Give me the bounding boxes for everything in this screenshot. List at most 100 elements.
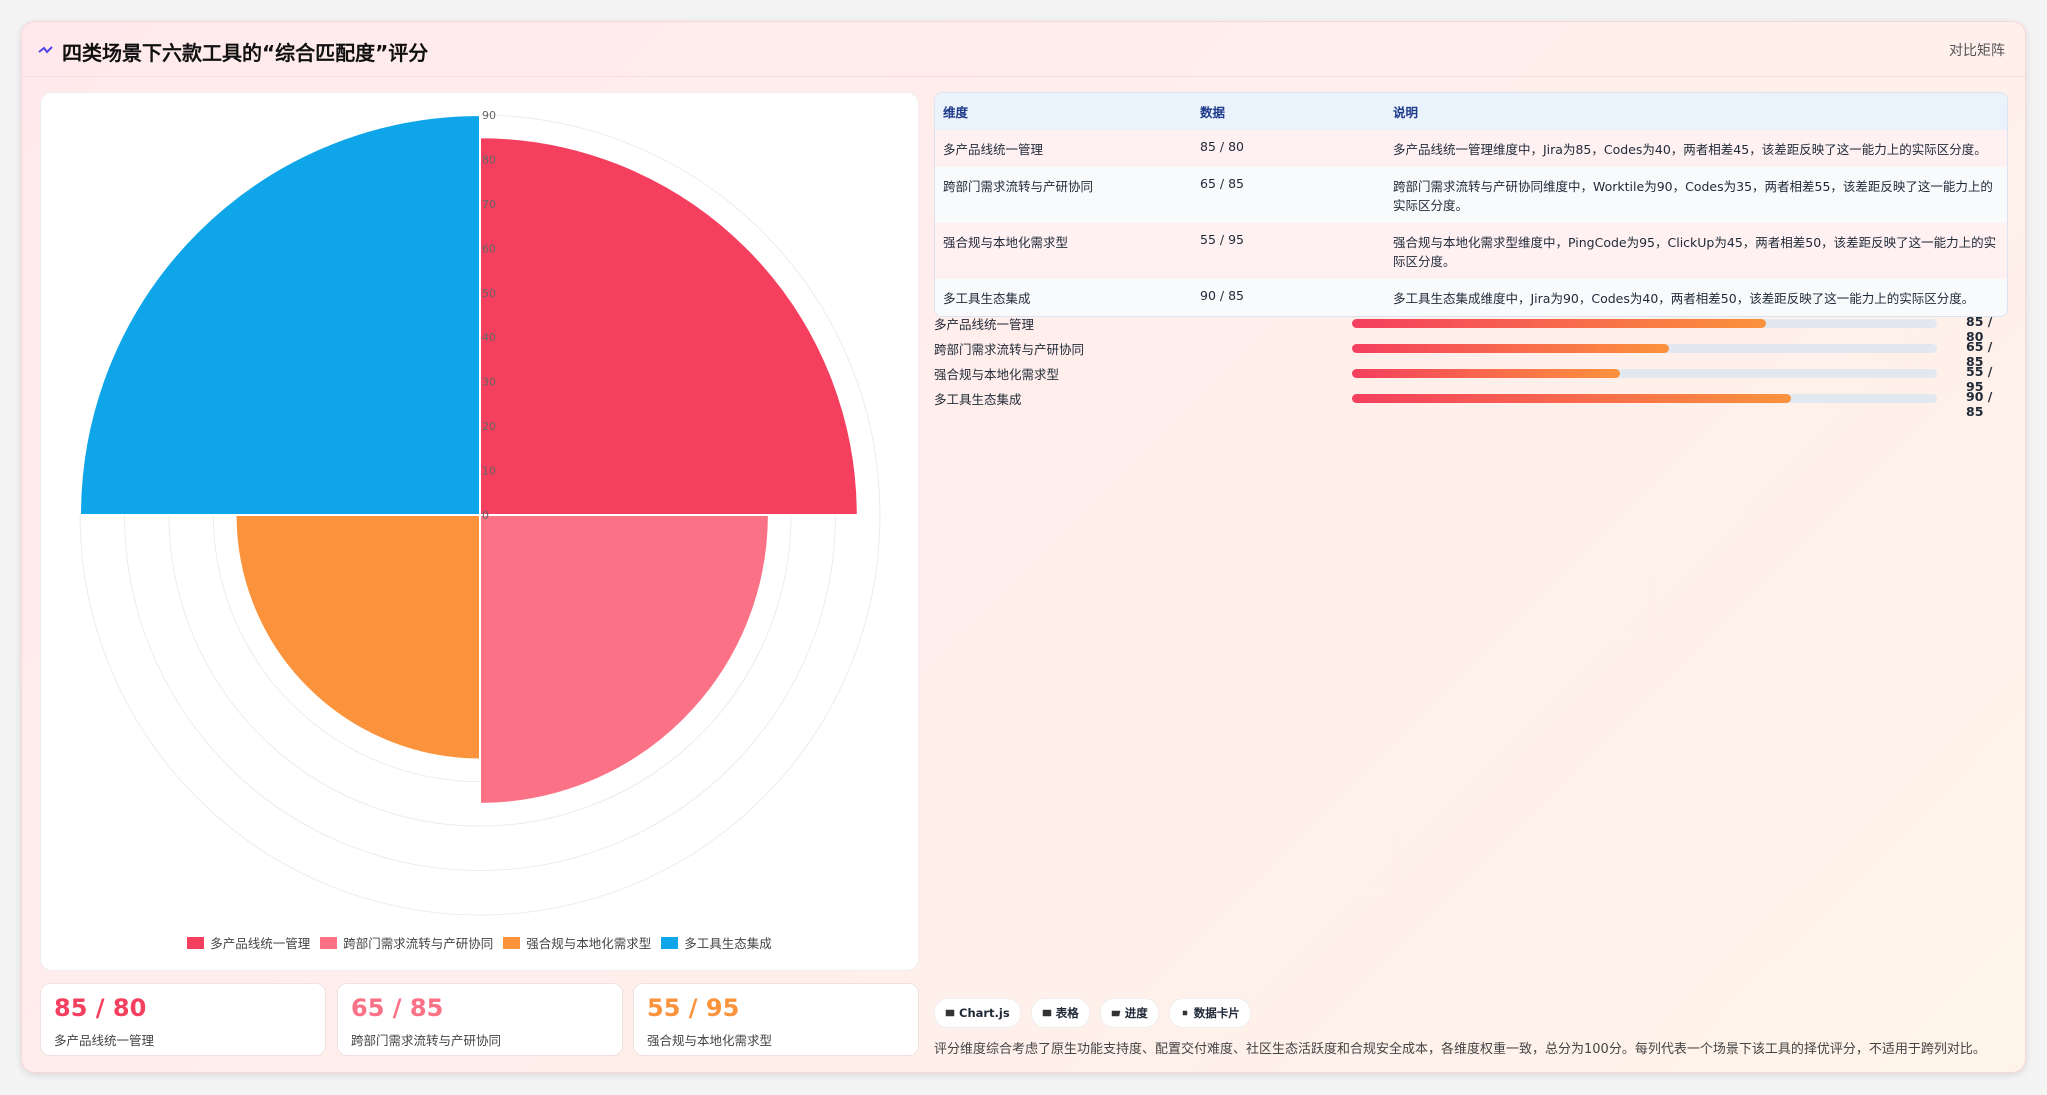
progress-track [1352,394,1937,403]
progress-text: 85 / 80 [1966,314,1993,344]
table-cell: 65 / 85 [1200,176,1244,191]
stat-value: 55 / 95 [647,994,740,1022]
r-tick-label: 0 [482,509,489,522]
stat-value: 85 / 80 [54,994,147,1022]
icon-shape [1042,1009,1051,1017]
table-cell: 强合规与本地化需求型 [943,235,1069,250]
legend-swatch [503,936,521,949]
chart: 0 10 20 30 40 50 60 70 80 90 [78,109,881,916]
legend-swatch [187,936,205,949]
polar-segment [234,514,481,761]
legend-item: 多产品线统一管理 [187,933,310,952]
r-tick-label: 10 [482,465,496,478]
progress-track [1352,344,1937,353]
stat-value: 65 / 85 [351,994,444,1022]
header: 四类场景下六款工具的“综合匹配度”评分 对比矩阵 [22,22,2025,77]
table-cell: 强合规与本地化需求型维度中，PingCode为95，ClickUp为45，两者相… [1393,235,1997,269]
legend: 多产品线统一管理 跨部门需求流转与产研协同 强合规与本地化需求型 多工具生态集成 [41,933,918,952]
legend-label: 跨部门需求流转与产研协同 [343,936,494,951]
chip-label: 表格 [1055,1006,1079,1020]
column-header: 说明 [1393,105,1419,120]
icon-shape [945,1009,955,1017]
progress-label: 多工具生态集成 [934,392,1022,407]
stat-card: 55 / 95 强合规与本地化需求型 [633,983,919,1056]
tag[interactable]: 对比矩阵 [1949,43,2005,59]
table-row: 多产品线统一管理 85 / 80 多产品线统一管理维度中，Jira为85，Codes… [935,130,2007,167]
chip-icon [1182,1010,1187,1016]
chart-panel: 0 10 20 30 40 50 60 70 80 90 多产品线统一管理 跨部门需求流转与产研协同… [40,92,919,971]
progress-text: 55 / 95 [1966,364,1993,394]
r-tick-label: 40 [482,331,496,344]
table-row: 跨部门需求流转与产研协同 65 / 85 跨部门需求流转与产研协同维度中，Workt… [935,167,2007,223]
table: 维度 数据 说明多产品线统一管理 85 / 80 多产品线统一管理维度中，Jira为85… [934,92,2008,317]
table-cell: 85 / 80 [1200,139,1244,154]
progress-fill [1352,344,1669,353]
progress-row: 强合规与本地化需求型 55 / 95 [934,362,2008,394]
stat-label: 跨部门需求流转与产研协同 [351,1033,502,1048]
table-row: 多工具生态集成 90 / 85 多工具生态集成维度中，Jira为90，Codes为4… [935,279,2007,316]
chip[interactable]: 进度 [1099,998,1159,1028]
card: 四类场景下六款工具的“综合匹配度”评分 对比矩阵 0 10 20 30 40 50 60 70… [21,21,2026,1073]
r-tick-label: 90 [482,109,496,122]
progress-row: 跨部门需求流转与产研协同 65 / 85 [934,337,2008,369]
chip-icon [1042,1009,1051,1017]
icon-shape [1111,1010,1121,1017]
progress-list: 多产品线统一管理 85 / 80 跨部门需求流转与产研协同 65 / 85 强合规与本地… [934,312,2008,419]
column-header: 维度 [943,105,969,120]
polar-segment [479,514,770,805]
progress-fill [1352,394,1791,403]
chip[interactable]: 表格 [1030,998,1090,1028]
table-cell: 多产品线统一管理 [943,142,1044,157]
chip-label: 进度 [1124,1006,1148,1020]
stat-label: 强合规与本地化需求型 [647,1033,773,1048]
legend-label: 多产品线统一管理 [210,936,311,951]
legend-item: 跨部门需求流转与产研协同 [320,933,493,952]
progress-track [1352,319,1937,328]
chip-label: 数据卡片 [1193,1006,1240,1020]
progress-label: 跨部门需求流转与产研协同 [934,342,1085,357]
chips: Chart.js 表格 进度 数据卡片 [934,998,1251,1028]
chip-label: Chart.js [959,1006,1010,1020]
progress-fill [1352,369,1621,378]
chip-icon [1111,1010,1121,1017]
icon-shape [1182,1010,1187,1016]
legend-label: 多工具生态集成 [684,936,772,951]
table-row: 强合规与本地化需求型 55 / 95 强合规与本地化需求型维度中，PingCode为… [935,223,2007,279]
r-tick-label: 70 [482,198,496,211]
stat-label: 多产品线统一管理 [54,1033,155,1048]
table-cell: 多工具生态集成维度中，Jira为90，Codes为40，两者相差50，该差距反映… [1393,291,1975,306]
column-header: 数据 [1200,105,1226,120]
progress-label: 多产品线统一管理 [934,317,1035,332]
legend-item: 多工具生态集成 [661,933,772,952]
r-tick-label: 30 [482,376,496,389]
table-cell: 跨部门需求流转与产研协同 [943,179,1094,194]
progress-label: 强合规与本地化需求型 [934,367,1060,382]
r-tick-label: 50 [482,287,496,300]
note: 评分维度综合考虑了原生功能支持度、配置交付难度、社区生态活跃度和合规安全成本，各… [934,1042,1986,1057]
chip[interactable]: Chart.js [934,998,1021,1028]
table-cell: 多工具生态集成 [943,291,1031,306]
table-cell: 90 / 85 [1200,288,1244,303]
chip[interactable]: 数据卡片 [1168,998,1251,1028]
r-tick-label: 80 [482,153,496,166]
table-cell: 55 / 95 [1200,232,1244,247]
title: 四类场景下六款工具的“综合匹配度”评分 [62,41,429,65]
table-cell: 多产品线统一管理维度中，Jira为85，Codes为40，两者相差45，该差距反… [1393,142,1987,157]
progress-row: 多产品线统一管理 85 / 80 [934,312,2008,344]
stat-card: 65 / 85 跨部门需求流转与产研协同 [337,983,623,1056]
progress-text: 90 / 85 [1966,389,1993,419]
r-tick-label: 20 [482,420,496,433]
title-icon [38,46,53,54]
table-cell: 跨部门需求流转与产研协同维度中，Worktile为90，Codes为35，两者相… [1393,179,1993,213]
legend-item: 强合规与本地化需求型 [503,933,651,952]
progress-track [1352,369,1937,378]
polar-segment [78,113,481,516]
polar-segment [479,136,859,516]
table-header: 维度 数据 说明 [935,93,2007,130]
progress-row: 多工具生态集成 90 / 85 [934,387,2008,419]
progress-fill [1352,319,1767,328]
legend-swatch [661,936,679,949]
legend-label: 强合规与本地化需求型 [526,936,652,951]
progress-text: 65 / 85 [1966,339,1993,369]
